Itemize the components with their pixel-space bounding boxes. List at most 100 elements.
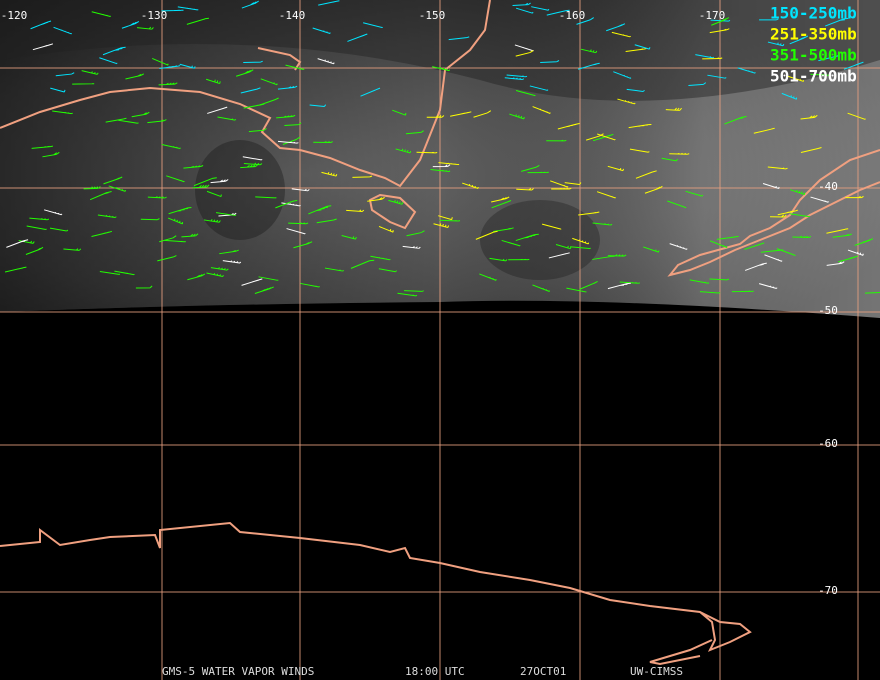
wind-barb xyxy=(341,234,357,240)
wind-barb xyxy=(767,166,788,170)
coastline xyxy=(0,0,491,188)
wind-barb xyxy=(243,60,263,63)
wind-barb xyxy=(491,196,510,203)
coastline xyxy=(368,193,417,230)
wind-barb xyxy=(667,200,687,209)
wind-barb xyxy=(260,78,278,86)
wind-barb xyxy=(607,282,631,290)
wind-barb xyxy=(167,217,183,225)
wind-barb xyxy=(702,57,723,60)
wind-barb xyxy=(843,61,864,70)
dark-swirl xyxy=(480,200,600,280)
wind-barb xyxy=(781,92,798,100)
wind-barb xyxy=(514,44,534,52)
wind-barb xyxy=(509,113,525,120)
wind-barb xyxy=(254,286,274,294)
wind-barb xyxy=(576,17,594,25)
wind-barb xyxy=(284,122,302,126)
wind-barb xyxy=(475,230,498,240)
wind-barb xyxy=(405,130,424,135)
wind-barb xyxy=(360,87,381,97)
wind-barb xyxy=(580,48,598,54)
wind-barb xyxy=(26,225,47,230)
wind-barb xyxy=(235,69,254,77)
wind-barb xyxy=(493,227,514,232)
wind-barb xyxy=(166,175,185,183)
latitude-label: -70 xyxy=(818,584,838,597)
wind-barb xyxy=(838,255,858,263)
wind-barb xyxy=(158,82,178,86)
wind-barb xyxy=(572,237,589,245)
wind-barb xyxy=(607,165,624,172)
wind-barb xyxy=(179,63,196,69)
wind-barb xyxy=(164,239,186,243)
coastline xyxy=(667,149,880,277)
wind-barb xyxy=(716,235,739,240)
wind-barb xyxy=(159,235,177,243)
wind-barb xyxy=(786,75,805,82)
wind-barb xyxy=(758,283,778,289)
wind-barb xyxy=(753,127,775,134)
wind-barb xyxy=(318,0,340,6)
wind-barb xyxy=(285,64,305,70)
wind-barb xyxy=(737,67,756,74)
wind-barb xyxy=(29,217,50,221)
wind-barb xyxy=(818,55,840,62)
wind-barb xyxy=(350,259,375,269)
wind-barb xyxy=(275,199,298,209)
wind-barb xyxy=(744,262,767,271)
wind-barb xyxy=(288,222,309,225)
wind-barb xyxy=(32,43,54,51)
wind-barb xyxy=(529,85,549,91)
wind-barb xyxy=(186,17,209,25)
wind-barb xyxy=(217,116,237,121)
wind-barb xyxy=(546,139,567,142)
wind-barb xyxy=(346,209,365,212)
wind-barb xyxy=(18,239,35,244)
wind-barb xyxy=(521,164,540,172)
dark-swirl xyxy=(195,140,285,240)
wind-barb xyxy=(516,188,534,191)
wind-barb xyxy=(147,196,167,199)
wind-barb xyxy=(689,279,710,284)
wind-barb xyxy=(810,73,831,76)
wind-barb xyxy=(546,9,570,16)
longitude-label: -170 xyxy=(699,9,726,22)
footer-text: GMS-5 WATER VAPOR WINDS xyxy=(162,665,314,678)
wind-barb xyxy=(255,196,277,199)
wind-barb xyxy=(564,182,582,185)
wind-barb xyxy=(709,28,730,34)
wind-barb xyxy=(432,66,451,72)
wind-barb xyxy=(438,215,453,221)
wind-barb xyxy=(192,184,210,189)
wind-barb xyxy=(404,290,424,292)
wind-barb xyxy=(800,114,818,120)
wind-barb xyxy=(551,187,572,190)
wind-barb xyxy=(147,119,167,124)
wind-barb xyxy=(388,199,404,205)
wind-barb xyxy=(207,106,228,114)
latitude-label: -50 xyxy=(818,304,838,317)
wind-barb xyxy=(416,151,438,154)
wind-barb xyxy=(248,128,267,133)
wind-barb xyxy=(402,245,421,249)
wind-barb xyxy=(395,148,412,154)
wind-barb xyxy=(121,20,140,29)
wind-barb xyxy=(352,175,373,178)
wind-barb xyxy=(432,164,451,168)
wind-barb xyxy=(847,249,864,256)
wind-barb xyxy=(97,214,117,219)
wind-barb xyxy=(363,22,384,29)
longitude-label: -150 xyxy=(419,9,446,22)
wind-barb xyxy=(378,226,394,233)
legend-entry: 150-250mb xyxy=(770,4,857,23)
wind-barb xyxy=(607,254,627,257)
wind-barb xyxy=(161,144,181,149)
wind-barb xyxy=(688,82,707,87)
wind-barb xyxy=(293,241,313,249)
longitude-label: -130 xyxy=(141,9,168,22)
wind-barb xyxy=(515,50,534,57)
wind-barb xyxy=(430,169,451,172)
wind-barb xyxy=(137,26,154,30)
wind-barb xyxy=(177,6,199,11)
